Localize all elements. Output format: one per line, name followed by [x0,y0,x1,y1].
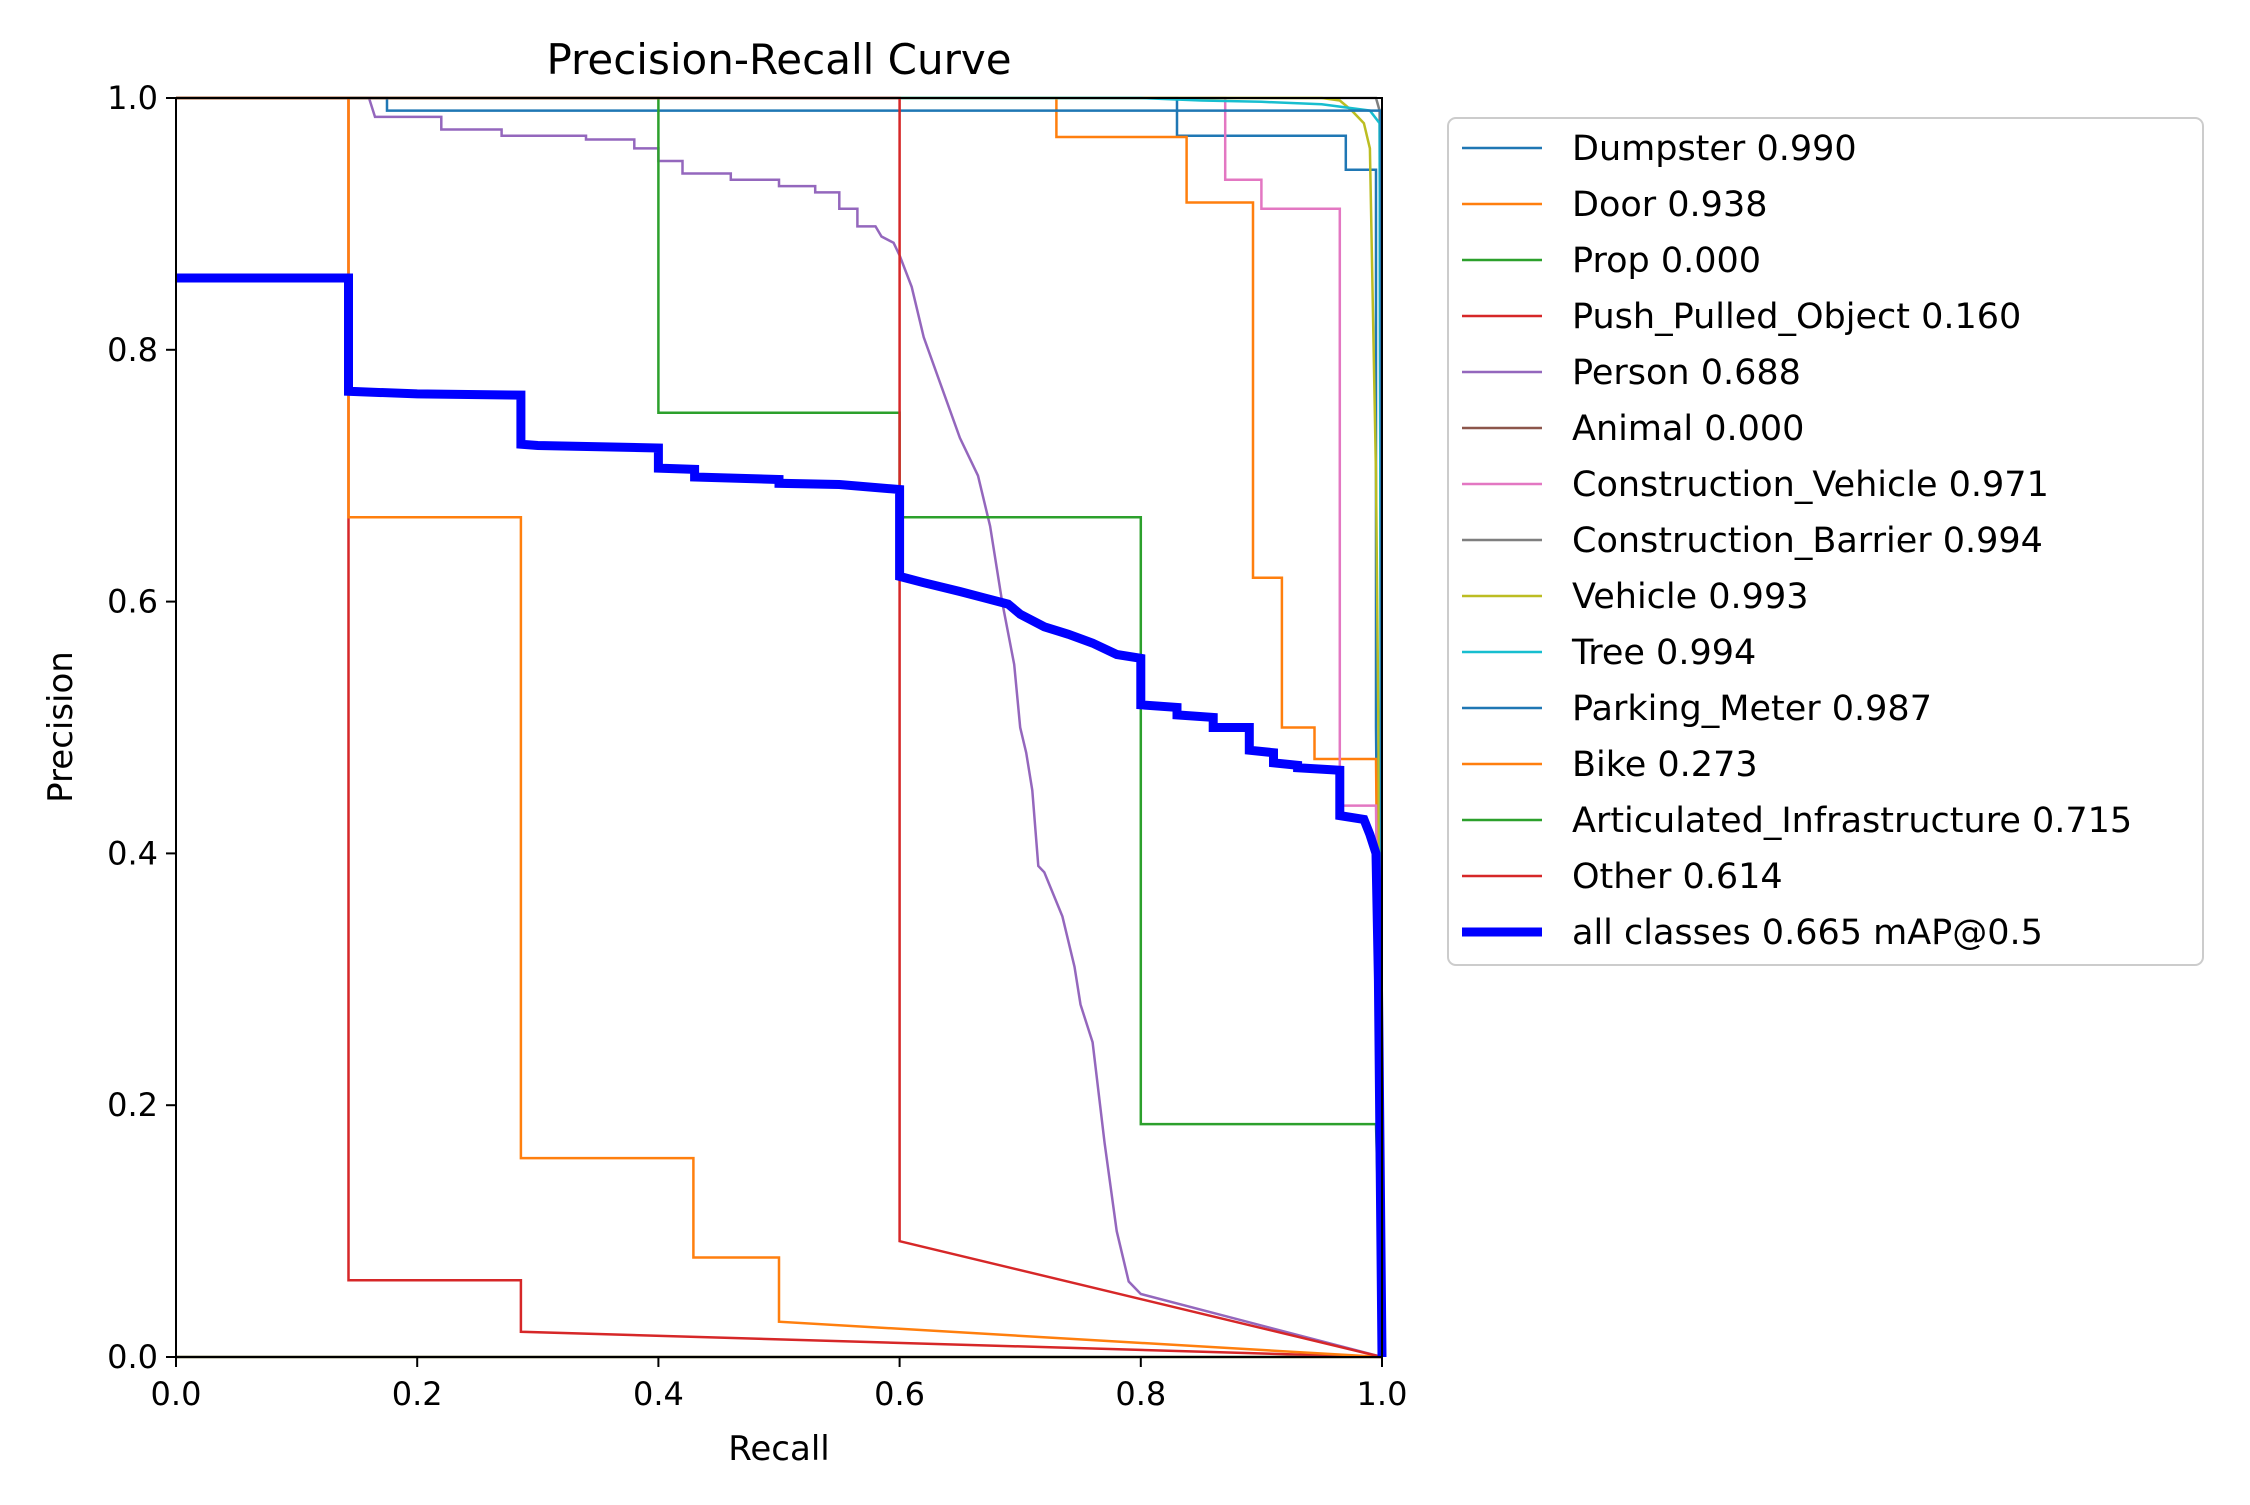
x-tick-label: 1.0 [1357,1375,1408,1413]
series-line-4 [176,96,1383,1359]
series-line-14 [176,273,1387,1358]
legend-label-11: Bike 0.273 [1572,745,1758,785]
series-line-6 [176,96,1384,1358]
x-tick-label: 0.4 [633,1375,684,1413]
legend-label-3: Push_Pulled_Object 0.160 [1572,297,2021,337]
y-tick-label: 0.4 [107,834,158,872]
legend-box [1447,117,2204,966]
y-axis-ticks: 0.0 0.2 0.4 0.6 0.8 1.0 [107,79,176,1376]
legend-label-10: Parking_Meter 0.987 [1572,689,1932,729]
legend-label-7: Construction_Barrier 0.994 [1572,521,2043,561]
legend-label-5: Animal 0.000 [1572,409,1804,449]
y-tick-label: 0.8 [107,331,158,369]
legend: Dumpster 0.990 Door 0.938 Prop 0.000 Push_P… [1447,117,2204,966]
series-line-1 [176,96,1384,1358]
legend-label-2: Prop 0.000 [1572,241,1761,281]
y-tick-label: 0.6 [107,583,158,621]
legend-label-1: Door 0.938 [1572,185,1768,225]
series-line-0 [176,96,1384,1358]
chart-title: Precision-Recall Curve [546,35,1011,84]
y-tick-label: 0.2 [107,1086,158,1124]
legend-label-6: Construction_Vehicle 0.971 [1572,465,2049,505]
x-axis-label: Recall [728,1429,829,1469]
y-tick-label: 0.0 [107,1338,158,1376]
x-tick-label: 0.8 [1115,1375,1166,1413]
legend-label-9: Tree 0.994 [1571,633,1756,673]
legend-label-8: Vehicle 0.993 [1572,577,1809,617]
legend-label-4: Person 0.688 [1572,353,1801,393]
legend-label-14: all classes 0.665 mAP@0.5 [1572,913,2043,953]
legend-label-12: Articulated_Infrastructure 0.715 [1572,801,2132,841]
x-tick-label: 0.0 [151,1375,202,1413]
x-tick-label: 0.6 [874,1375,925,1413]
legend-label-0: Dumpster 0.990 [1572,129,1857,169]
plot-frame [175,97,1383,1358]
legend-label-13: Other 0.614 [1572,857,1783,897]
y-tick-label: 1.0 [107,79,158,117]
x-tick-label: 0.2 [392,1375,443,1413]
x-axis-ticks: 0.0 0.2 0.4 0.6 0.8 1.0 [151,1357,1408,1413]
y-axis-label: Precision [41,651,81,803]
